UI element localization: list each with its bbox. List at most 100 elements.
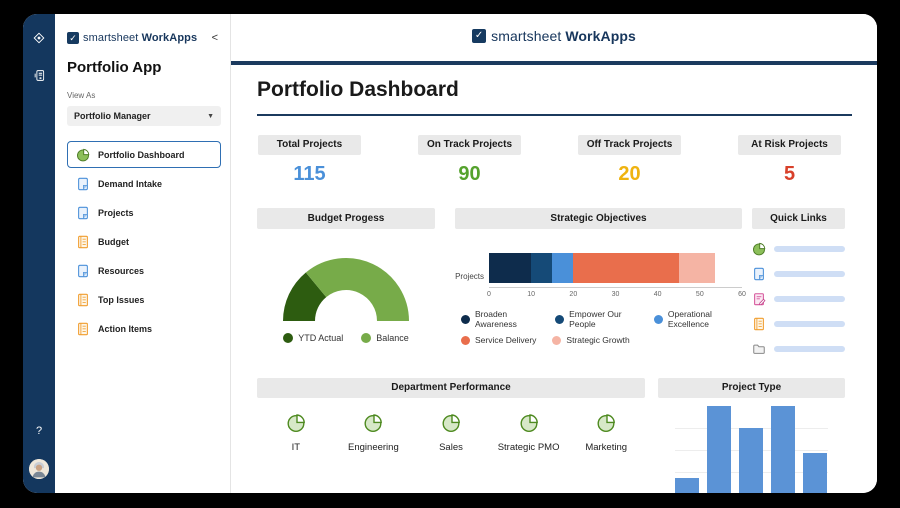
logo-suffix: WorkApps [565, 28, 636, 44]
bar-segment-broaden-awareness [489, 253, 532, 283]
stat-on-track-projects: On Track Projects 90 [418, 135, 521, 186]
department-marketing: Marketing [567, 413, 645, 453]
stat-label: At Risk Projects [738, 135, 841, 155]
left-rail: ? [23, 14, 55, 493]
x-tick-label: 0 [487, 291, 491, 298]
quick-link-item[interactable] [752, 317, 845, 331]
sidebar-item-demand-intake[interactable]: Demand Intake [67, 170, 221, 197]
department-label: IT [291, 442, 301, 453]
doc-icon [76, 206, 90, 220]
pie-chart-icon [519, 413, 539, 433]
legend-swatch [555, 314, 565, 324]
department-label: Strategic PMO [497, 442, 560, 453]
list-icon [76, 235, 90, 249]
department-label: Engineering [348, 442, 399, 453]
department-row: IT Engineering Sales Strategic PMO Marketing [257, 413, 645, 453]
department-strategic-pmo: Strategic PMO [490, 413, 568, 453]
legend-item: Service Delivery [461, 335, 536, 345]
doc-icon [752, 267, 766, 281]
sidebar-item-action-items[interactable]: Action Items [67, 315, 221, 342]
strategic-objectives-card: Strategic Objectives Projects 0 10 20 30 40 5… [455, 208, 746, 345]
sidebar-item-resources[interactable]: Resources [67, 257, 221, 284]
department-engineering: Engineering [335, 413, 413, 453]
sidebar-item-label: Budget [98, 236, 129, 247]
quick-link-item[interactable] [752, 342, 845, 356]
department-it: IT [257, 413, 335, 453]
x-tick-label: 20 [569, 291, 578, 298]
folder-icon [752, 342, 766, 356]
app-device-icon[interactable] [32, 68, 47, 83]
sidebar-item-label: Top Issues [98, 294, 145, 305]
quick-links-card: Quick Links [752, 208, 845, 356]
view-as-dropdown[interactable]: Portfolio Manager ▼ [67, 106, 221, 126]
quick-link-item[interactable] [752, 242, 845, 256]
legend-label: Empower Our People [569, 309, 622, 329]
main-area: ✓ smartsheet WorkApps Portfolio Dashboar… [231, 14, 877, 493]
sidebar-item-budget[interactable]: Budget [67, 228, 221, 255]
pie-chart-icon [286, 413, 306, 433]
view-as-label: View As [67, 91, 96, 100]
stat-value: 90 [458, 163, 481, 185]
x-tick-label: 10 [527, 291, 536, 298]
stat-total-projects: Total Projects 115 [258, 135, 361, 186]
workapps-diamond-icon[interactable] [31, 30, 47, 46]
list-icon [76, 293, 90, 307]
stat-value: 20 [618, 163, 641, 185]
quick-link-item[interactable] [752, 267, 845, 281]
bar [771, 406, 795, 493]
department-label: Sales [439, 442, 463, 453]
legend-swatch [461, 335, 470, 345]
quick-link-item[interactable] [752, 292, 845, 306]
legend-item: Operational Excellence [653, 309, 742, 329]
page-title: Portfolio Dashboard [257, 78, 459, 101]
project-type-card: Project Type [658, 378, 845, 493]
pie-chart-icon [596, 413, 616, 433]
sidebar-item-portfolio-dashboard[interactable]: Portfolio Dashboard [67, 141, 221, 168]
pie-icon [752, 242, 766, 256]
quick-link-placeholder [774, 296, 845, 302]
quick-link-placeholder [774, 246, 845, 252]
legend-item: Empower Our People [555, 309, 638, 329]
bar [675, 478, 699, 493]
legend-label: Strategic Growth [566, 335, 630, 345]
quick-links-header: Quick Links [752, 208, 845, 229]
collapse-sidebar-button[interactable]: < [211, 32, 218, 44]
legend-swatch [361, 333, 372, 343]
list-icon [76, 322, 90, 336]
strategic-objectives-legend: Broaden Awareness Empower Our People Opera… [461, 309, 742, 345]
list-icon [752, 317, 766, 331]
bar-segment-empower-our-people [531, 253, 553, 283]
sidebar-item-top-issues[interactable]: Top Issues [67, 286, 221, 313]
legend-label: Service Delivery [475, 335, 537, 345]
x-tick-label: 60 [738, 291, 746, 298]
legend-label: Broaden Awareness [475, 309, 517, 329]
budget-progress-header: Budget Progess [257, 208, 435, 229]
app-title: Portfolio App [67, 59, 162, 76]
sidebar-item-label: Portfolio Dashboard [98, 149, 185, 160]
stat-label: Off Track Projects [578, 135, 681, 155]
sidebar-nav: Portfolio Dashboard Demand Intake Projects… [67, 141, 221, 342]
department-performance-header: Department Performance [257, 378, 645, 398]
pie-icon [76, 148, 90, 162]
legend-label: YTD Actual [298, 333, 344, 343]
legend-swatch [653, 314, 663, 324]
project-type-chart [675, 406, 828, 493]
clipboard-icon [752, 292, 766, 306]
help-button[interactable]: ? [35, 425, 43, 437]
app-window: ? ✓ smartsheet WorkApps < Portfolio App … [23, 14, 877, 493]
user-avatar[interactable] [29, 459, 49, 479]
department-label: Marketing [585, 442, 628, 453]
x-tick-label: 50 [695, 291, 704, 298]
legend-item: YTD Actual [283, 333, 343, 343]
sidebar-item-projects[interactable]: Projects [67, 199, 221, 226]
legend-label: Balance [376, 333, 409, 343]
doc-icon [76, 177, 90, 191]
view-as-value: Portfolio Manager [74, 111, 151, 121]
quick-link-placeholder [774, 346, 845, 352]
bar [739, 427, 763, 493]
quick-links-list [752, 242, 845, 356]
stat-at-risk-projects: At Risk Projects 5 [738, 135, 841, 186]
bar [707, 406, 731, 493]
dropdown-caret-icon: ▼ [207, 112, 214, 120]
budget-gauge-chart [257, 241, 435, 325]
